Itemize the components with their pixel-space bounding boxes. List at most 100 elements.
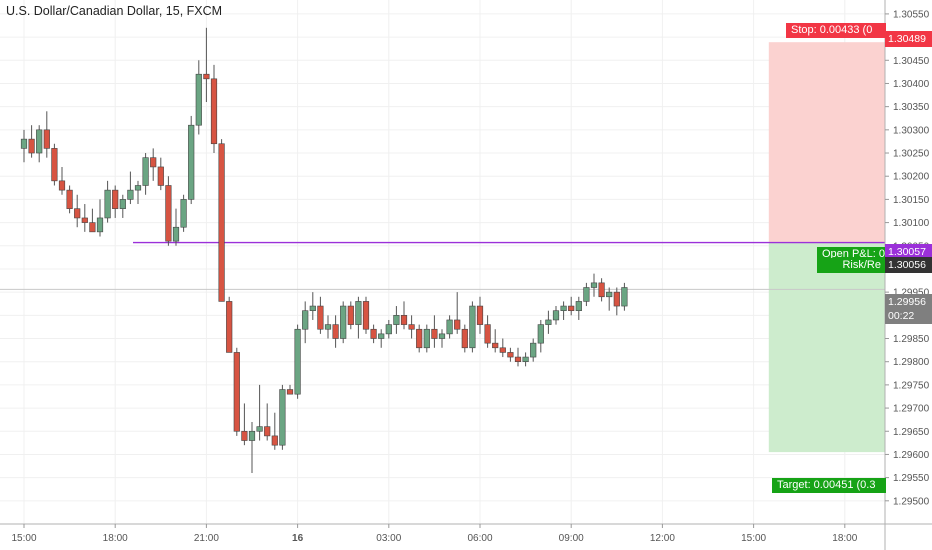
candle-up	[180, 199, 187, 228]
candle-up	[537, 324, 544, 344]
candle-down	[89, 222, 96, 233]
candle-down	[492, 342, 499, 349]
candle-up	[575, 301, 582, 311]
candle-up	[96, 217, 104, 233]
time-tick-label: 16	[292, 533, 304, 544]
current-price-badge: 1.29956	[885, 294, 932, 310]
candle-up	[104, 189, 111, 219]
candle-up	[590, 282, 598, 288]
candle-up	[340, 305, 347, 339]
price-lines	[0, 241, 885, 290]
candle-up	[583, 287, 590, 302]
candle-up	[469, 305, 476, 349]
stop-zone	[768, 42, 885, 243]
time-tick-label: 09:00	[559, 533, 584, 544]
candle-down	[476, 305, 484, 325]
chart-grid	[0, 0, 885, 524]
candle-down	[81, 217, 88, 223]
entry-price-badge: 1.30057	[885, 244, 932, 260]
stop-price-badge: 1.30489	[885, 31, 932, 47]
candle-down	[370, 328, 377, 339]
stop-label[interactable]: Stop: 0.00433 (0	[786, 23, 886, 38]
price-tick-label: 1.29550	[893, 473, 930, 484]
candle-down	[347, 305, 354, 325]
candle-down	[568, 305, 575, 311]
candle-down	[51, 148, 58, 182]
candle-up	[606, 291, 613, 298]
candle-up	[552, 310, 560, 321]
candle-up	[127, 189, 134, 200]
candle-up	[423, 328, 430, 349]
time-tick-label: 15:00	[741, 533, 766, 544]
candle-down	[58, 180, 66, 191]
entry-alt-price-badge: 1.30056	[885, 257, 932, 273]
countdown-badge: 00:22	[885, 308, 932, 324]
candle-up	[393, 315, 400, 325]
candle-up	[530, 342, 537, 358]
candle-down	[203, 73, 210, 80]
candle-up	[188, 124, 195, 200]
candle-up	[621, 287, 628, 307]
candle-down	[218, 143, 225, 302]
candle-down	[74, 208, 81, 219]
time-tick-label: 03:00	[376, 533, 401, 544]
candle-down	[226, 301, 233, 353]
candle-down	[332, 324, 339, 339]
candle-down	[286, 389, 294, 395]
target-label[interactable]: Target: 0.00451 (0.3	[772, 478, 886, 493]
candle-down	[613, 291, 620, 307]
candle-up	[20, 138, 28, 149]
candle-up	[195, 73, 202, 126]
candle-down	[43, 129, 50, 149]
price-tick-label: 1.30550	[893, 9, 930, 20]
time-tick-label: 15:00	[11, 533, 36, 544]
price-tick-label: 1.30400	[893, 79, 930, 90]
time-tick-label: 06:00	[467, 533, 492, 544]
target-zone	[768, 242, 885, 453]
candle-up	[279, 389, 286, 446]
candle-down	[514, 356, 522, 362]
candle-up	[446, 319, 453, 335]
candle-down	[241, 430, 248, 441]
candlestick-series	[20, 27, 628, 473]
candle-up	[522, 356, 529, 362]
candle-down	[484, 324, 491, 344]
candle-down	[157, 166, 164, 186]
candle-down	[233, 352, 240, 432]
candle-up	[248, 430, 256, 441]
candle-up	[256, 426, 263, 432]
candle-down	[408, 324, 415, 330]
candle-down	[507, 352, 514, 358]
candle-down	[598, 282, 605, 298]
candle-down	[264, 426, 271, 437]
candle-down	[150, 157, 157, 168]
candle-up	[36, 129, 43, 154]
position-zones	[768, 42, 885, 453]
price-tick-label: 1.30300	[893, 125, 930, 136]
time-tick-label: 18:00	[103, 533, 128, 544]
risk-reward-label[interactable]: Risk/Re	[817, 258, 886, 273]
time-tick-label: 21:00	[194, 533, 219, 544]
candle-up	[302, 310, 309, 330]
candle-down	[28, 138, 35, 154]
price-tick-label: 1.30450	[893, 56, 930, 67]
candle-down	[454, 319, 461, 330]
price-tick-label: 1.29950	[893, 288, 930, 299]
candle-down	[317, 305, 324, 330]
price-tick-label: 1.29850	[893, 334, 930, 345]
candle-down	[362, 301, 370, 330]
candle-down	[416, 328, 423, 349]
price-tick-label: 1.29800	[893, 357, 930, 368]
price-tick-label: 1.29750	[893, 380, 930, 391]
price-tick-label: 1.30150	[893, 195, 930, 206]
chart-title: U.S. Dollar/Canadian Dollar, 15, FXCM	[6, 4, 223, 18]
candle-down	[271, 435, 278, 446]
price-tick-label: 1.30200	[893, 172, 930, 183]
time-axis-ticks: 15:00 18:00 21:00 16 03:00 06:00 09:00 12:00 15:…	[11, 524, 858, 544]
candle-up	[545, 319, 552, 325]
candle-down	[165, 185, 172, 242]
candle-up	[378, 333, 385, 339]
candle-up	[438, 333, 446, 339]
